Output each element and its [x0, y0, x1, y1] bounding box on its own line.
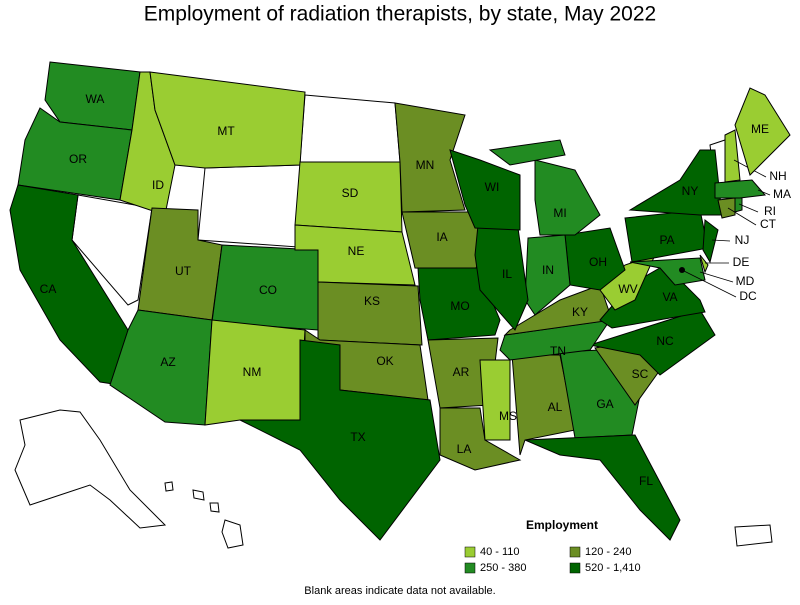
- state-label: PA: [659, 233, 674, 247]
- state-label: IN: [542, 263, 554, 277]
- state: [479, 359, 511, 441]
- state: [559, 349, 641, 439]
- footnote: Blank areas indicate data not available.: [304, 585, 495, 597]
- state-label: NM: [243, 365, 262, 379]
- state-label: MN: [416, 158, 435, 172]
- state-label: VA: [662, 290, 677, 304]
- state-blank: [197, 164, 301, 248]
- state-label: MD: [736, 274, 755, 288]
- state-label: NE: [348, 244, 365, 258]
- state: [702, 219, 719, 264]
- state: [629, 257, 706, 286]
- state: [149, 71, 306, 169]
- map-title: Employment of radiation therapists, by s…: [144, 3, 656, 26]
- state-label: OR: [69, 152, 87, 166]
- state-blank: [192, 489, 205, 501]
- state-label: MS: [499, 409, 517, 423]
- state-label: AZ: [160, 355, 175, 369]
- state-blank: [164, 481, 174, 492]
- state-label: GA: [596, 397, 613, 411]
- legend-swatch: [569, 546, 581, 558]
- state-blank: [209, 502, 220, 513]
- state: [717, 197, 736, 219]
- state-label: IA: [436, 230, 447, 244]
- state-label: KS: [364, 294, 380, 308]
- state-label: UT: [175, 264, 192, 278]
- state: [449, 149, 521, 231]
- state-label: DC: [739, 289, 757, 303]
- state-label: WV: [618, 282, 637, 296]
- state-label: AR: [453, 365, 470, 379]
- state: [628, 149, 723, 216]
- leader-line: [711, 239, 731, 242]
- leader-line: [681, 269, 737, 298]
- state: [317, 281, 423, 346]
- state-label: CO: [259, 283, 277, 297]
- state-label: SC: [632, 367, 649, 381]
- state-label: CT: [760, 217, 777, 231]
- state-label: NC: [656, 334, 674, 348]
- leader-line: [757, 189, 771, 196]
- state-label: WA: [86, 92, 105, 106]
- state-label: MA: [773, 187, 791, 201]
- state-label: RI: [764, 204, 776, 218]
- state-label: OK: [376, 354, 393, 368]
- leader-line: [727, 207, 757, 226]
- state-label: NY: [682, 184, 699, 198]
- state-blank: [299, 94, 401, 163]
- state-label: ID: [152, 178, 164, 192]
- leader-line: [699, 271, 734, 283]
- state: [499, 319, 612, 361]
- state-label: IL: [502, 267, 512, 281]
- state-label: NH: [769, 169, 786, 183]
- state: [714, 179, 766, 199]
- state-blank: [734, 524, 773, 547]
- legend-swatch: [464, 562, 476, 574]
- state: [394, 102, 466, 213]
- legend-swatch: [464, 546, 476, 558]
- legend-swatch: [569, 562, 581, 574]
- legend-label: 520 - 1,410: [585, 562, 641, 574]
- state-label: MT: [217, 124, 235, 138]
- state-label: LA: [457, 442, 472, 456]
- state-label: OH: [589, 255, 607, 269]
- legend-label: 120 - 240: [585, 546, 631, 558]
- state-blank: [14, 409, 167, 529]
- state-label: ME: [751, 122, 769, 136]
- leader-line: [738, 203, 759, 213]
- legend-label: 40 - 110: [480, 546, 520, 558]
- state: [524, 434, 681, 541]
- state: [439, 407, 522, 471]
- legend-label: 250 - 380: [480, 562, 526, 574]
- state-label: KY: [572, 305, 588, 319]
- state: [724, 129, 741, 183]
- state-label: CA: [40, 282, 57, 296]
- state-label: SD: [342, 186, 359, 200]
- state-label: AL: [548, 400, 563, 414]
- state-label: MI: [553, 206, 566, 220]
- state-label: TN: [550, 344, 566, 358]
- state-label: WI: [485, 180, 500, 194]
- state-label: FL: [639, 474, 653, 488]
- state: [503, 284, 613, 336]
- state-label: TX: [350, 430, 365, 444]
- state: [734, 87, 791, 176]
- state: [534, 159, 601, 236]
- state: [239, 339, 441, 541]
- state-label: NJ: [735, 233, 750, 247]
- legend-title: Employment: [526, 518, 598, 532]
- state: [488, 139, 566, 166]
- state-blank: [221, 519, 244, 549]
- state-label: MO: [450, 299, 469, 313]
- state: [699, 254, 709, 274]
- state-label: DE: [733, 255, 750, 269]
